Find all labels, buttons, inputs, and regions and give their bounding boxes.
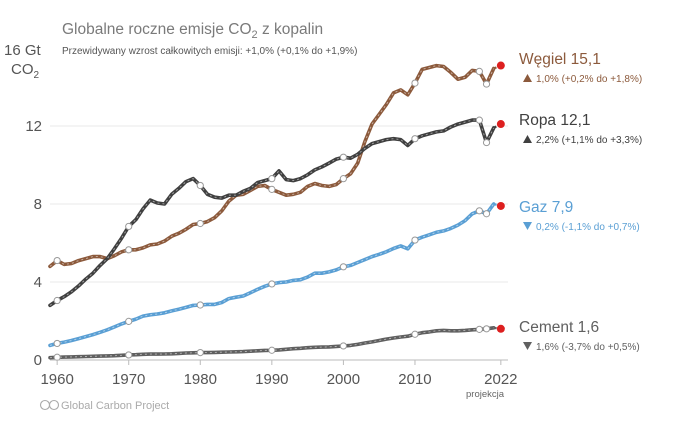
gas-legend-label: Gaz 7,9 [519,199,573,216]
gas-point [125,317,133,325]
oil-line-pattern [49,119,495,306]
coal-legend-label: Węgiel 15,1 [519,51,601,68]
gas-point [411,236,419,244]
cement-point [475,325,483,333]
coal-point [196,219,204,228]
gas-projection-point [496,201,505,210]
gas-line [48,202,496,348]
projection-label: projekcja [466,389,505,400]
source-label: Global Carbon Project [61,400,169,412]
cement-point [411,330,419,338]
x-tick-label: 1990 [255,371,288,388]
oil-point [268,175,276,183]
coal-point [482,80,491,88]
y-unit-co2: CO2 [11,61,40,81]
oil-point [482,138,491,147]
gas-point [482,210,491,218]
x-tick-label: 2000 [327,371,360,388]
y-tick-label: 4 [34,274,42,291]
series-lines [48,63,502,360]
oil-line [48,118,496,308]
coal-point [53,256,61,265]
coal-point [339,175,348,183]
cement-point [196,348,204,357]
coal-legend-change: 1,0% (+0,2% do +1,8%) [536,74,642,85]
gas-triangle-down-icon [523,222,532,230]
series-legend: Węgiel 15,1 1,0% (+0,2% do +1,8%) Ropa 12,… [519,51,642,353]
source-credit: Global Carbon Project [39,399,169,412]
cement-projection-point [496,324,505,333]
cement-point [482,325,491,333]
x-tick-label: 1980 [184,371,217,388]
oil-legend-change: 2,2% (+1,1% do +3,3%) [536,135,642,146]
x-tick-label: 2010 [398,371,431,388]
oil-point [339,153,348,161]
x-tick-label: 1960 [40,371,73,388]
coal-point [268,185,276,193]
coal-point [475,67,483,76]
oil-point [125,222,133,231]
gas-legend-change: 0,2% (-1,1% do +0,7%) [536,222,640,233]
cement-legend-label: Cement 1,6 [519,319,599,336]
oil-projection-point [496,120,505,129]
coal-line-pattern [49,65,495,267]
cement-triangle-down-icon [523,342,532,350]
cement-point [53,353,61,361]
chart-title: Globalne roczne emisje CO2 z kopalin [62,21,323,41]
coal-triangle-up-icon [523,74,532,82]
chart-subtitle: Przewidywany wzrost całkowitych emisji: … [62,46,357,57]
gas-point [268,280,276,288]
coal-point [411,79,419,87]
series-markers [53,61,505,361]
creative-commons-icon [39,399,60,411]
y-unit-label: 16 Gt [4,42,42,59]
gas-point [196,301,204,309]
y-axis: 0 4 8 12 [25,118,42,369]
oil-point [475,116,483,124]
cement-point [339,342,348,350]
x-axis: 1960 1970 1980 1990 2000 2010 2022 [40,359,518,388]
oil-point [53,296,61,305]
oil-point [196,181,204,190]
x-tick-label: 1970 [112,371,145,388]
gas-point [475,207,483,215]
oil-point [411,135,419,143]
y-tick-label: 8 [34,196,42,213]
x-tick-label: 2022 [484,371,517,388]
y-tick-label: 12 [25,118,42,135]
y-tick-label: 0 [34,352,42,369]
gas-point [339,263,348,271]
cement-point [268,346,276,354]
oil-legend-label: Ropa 12,1 [519,112,591,129]
oil-triangle-up-icon [523,135,532,143]
coal-point [125,246,133,254]
cement-legend-change: 1,6% (-3,7% do +0,5%) [536,342,640,353]
gas-point [53,339,61,348]
coal-projection-point [496,61,505,70]
cement-point [125,351,133,359]
